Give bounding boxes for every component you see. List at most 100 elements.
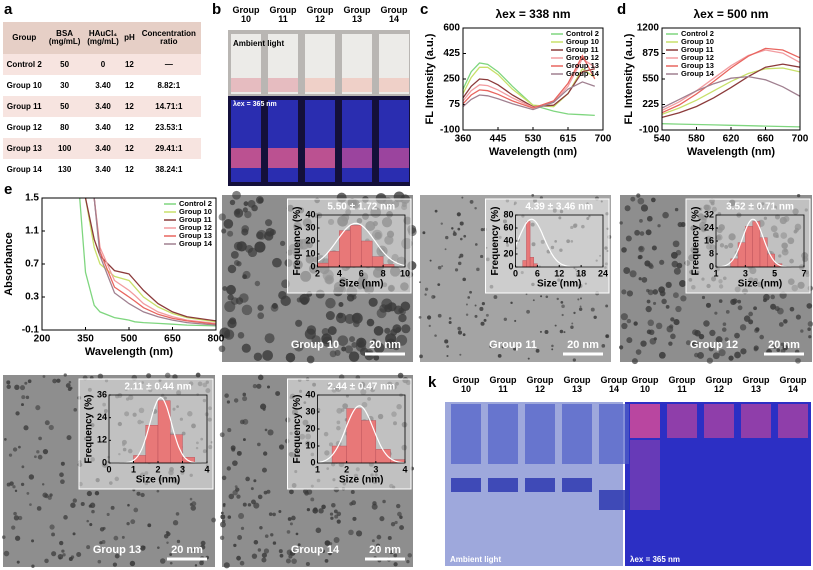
particle: [545, 295, 549, 299]
particle: [457, 261, 462, 266]
particle: [370, 473, 374, 477]
particle: [407, 553, 412, 558]
particle: [18, 515, 23, 521]
x-tick-label: 350: [77, 334, 94, 345]
particle: [672, 292, 679, 299]
y-tick-label: 24: [704, 222, 714, 232]
particle: [527, 357, 530, 360]
particle: [286, 204, 294, 212]
table-row: Group 12 80 3.40 12 23.53:1: [3, 117, 201, 138]
particle: [795, 357, 801, 364]
particle: [761, 202, 765, 206]
particle: [376, 308, 387, 319]
particle: [513, 347, 517, 351]
x-axis-label: Size (nm): [537, 279, 581, 290]
particle: [200, 437, 204, 441]
x-tick-label: 3: [743, 268, 748, 278]
particle: [688, 269, 694, 275]
particle: [254, 241, 266, 253]
gel-smear: [630, 440, 660, 510]
particle: [706, 283, 711, 289]
cell: 30: [60, 81, 70, 90]
particle: [635, 349, 642, 355]
particle: [250, 487, 254, 491]
particle: [641, 276, 648, 283]
composition-table: Group BSA (mg/mL) HAuCl₄ (mg/mL) pH Concentr…: [3, 22, 201, 180]
particle: [286, 249, 293, 256]
x-tick-label: 615: [560, 134, 577, 145]
particle: [333, 537, 340, 544]
particle: [444, 339, 449, 344]
particle: [566, 239, 571, 244]
particle: [80, 501, 85, 507]
particle: [711, 276, 717, 282]
particle: [63, 373, 67, 377]
plot-frame: [108, 394, 208, 464]
particle: [348, 529, 354, 536]
particle: [377, 413, 384, 420]
particle: [102, 462, 108, 468]
x-tick-label: 2: [344, 464, 349, 474]
particle: [371, 503, 378, 510]
x-axis-label: Wavelength (nm): [489, 146, 578, 158]
particle: [724, 337, 729, 342]
y-tick-label: 20: [305, 423, 315, 433]
particle: [264, 231, 274, 241]
particle: [668, 341, 673, 346]
particle: [310, 484, 314, 488]
particle: [626, 337, 633, 344]
particle: [264, 333, 275, 344]
particle: [196, 441, 199, 445]
gel-label: Ambient light: [450, 555, 501, 564]
particle: [718, 349, 726, 357]
particle: [288, 244, 297, 252]
x-tick-label: 445: [490, 134, 507, 145]
particle: [718, 279, 723, 284]
particle: [586, 202, 589, 205]
table-row: Group 14 130 3.40 12 38.24:1: [3, 159, 201, 180]
particle: [247, 199, 256, 208]
particle: [336, 407, 343, 414]
plot-frame: [317, 214, 406, 268]
table-row: Group 13 100 3.40 12 29.41:1: [3, 138, 201, 159]
series-line: [662, 67, 800, 115]
particle: [241, 304, 253, 316]
particle: [540, 239, 545, 244]
panel-label: b: [212, 1, 221, 18]
particle: [691, 285, 696, 290]
particle: [175, 512, 180, 516]
lane-label: Group 10: [631, 375, 659, 395]
particle: [400, 282, 409, 291]
particle: [770, 294, 775, 300]
particle: [242, 396, 248, 402]
particle: [148, 388, 153, 393]
particle: [298, 389, 303, 393]
header-cell: pH: [122, 22, 137, 54]
cell: 3.40: [83, 138, 123, 159]
particle: [501, 345, 505, 349]
particle: [235, 487, 240, 492]
particle: [324, 450, 330, 456]
x-tick-label: 660: [757, 134, 774, 145]
cell: 12: [124, 165, 134, 174]
fit-curve: [317, 405, 406, 464]
particle: [452, 231, 457, 236]
panel-label: a: [4, 1, 13, 18]
particle: [66, 435, 72, 441]
particle: [554, 240, 557, 243]
particle: [6, 384, 11, 390]
particle: [94, 490, 100, 496]
particle: [21, 465, 25, 469]
particle: [531, 242, 536, 247]
particle: [13, 511, 17, 516]
particle: [783, 319, 788, 324]
particle: [231, 447, 236, 452]
particle: [172, 407, 176, 411]
particle: [31, 564, 35, 568]
particle: [579, 305, 582, 308]
particle: [355, 530, 363, 537]
particle: [257, 548, 262, 552]
histogram-bar: [526, 221, 531, 268]
particle: [256, 231, 264, 240]
y-axis-label: Frequency (%): [292, 395, 303, 464]
